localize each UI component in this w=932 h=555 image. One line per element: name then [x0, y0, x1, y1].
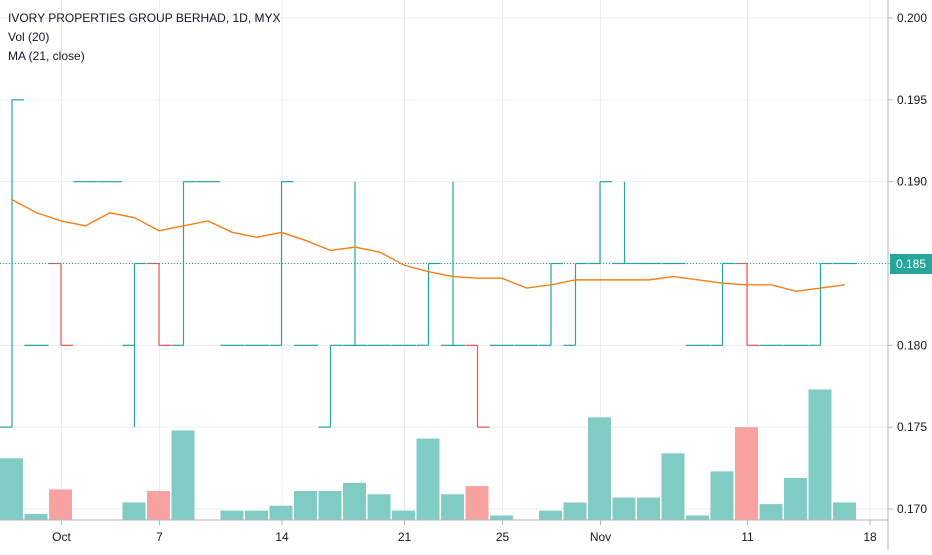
x-tick-label: 18	[863, 530, 877, 544]
volume-bar	[171, 430, 195, 520]
volume-bar	[686, 515, 709, 520]
volume-bar	[49, 489, 72, 520]
ma-line	[11, 199, 846, 293]
volume-bar	[833, 502, 856, 520]
x-tick-label: 11	[741, 530, 754, 544]
volume-bar	[759, 504, 783, 520]
chart-title[interactable]: IVORY PROPERTIES GROUP BERHAD, 1D, MYX	[8, 11, 281, 25]
y-tick-label: 0.170	[897, 502, 927, 516]
moving-average	[11, 199, 846, 293]
volume-bar	[637, 497, 660, 520]
x-tick-label: 25	[496, 530, 510, 544]
x-tick-label: Oct	[52, 530, 71, 544]
volume-bar	[490, 515, 513, 520]
volume-bar	[465, 486, 489, 520]
volume-bar	[269, 505, 293, 520]
volume-bar	[0, 458, 23, 520]
volume-bar	[245, 510, 268, 520]
volume-bar	[416, 438, 440, 520]
last-price-badge: 0.185	[890, 253, 932, 274]
volume-bar	[343, 482, 366, 520]
x-tick-label: Nov	[590, 530, 611, 544]
volume-bar	[661, 453, 685, 520]
y-tick-label: 0.175	[897, 420, 927, 434]
volume-bar	[612, 497, 636, 520]
y-tick-label: 0.195	[897, 93, 927, 107]
y-tick-label: 0.180	[897, 338, 927, 352]
volume-bar	[808, 389, 832, 520]
volume-bar	[784, 477, 807, 520]
chart-legend: IVORY PROPERTIES GROUP BERHAD, 1D, MYX V…	[8, 9, 281, 66]
volume-bar	[710, 471, 734, 520]
volume-bar	[588, 417, 611, 520]
volume-bar	[539, 510, 562, 520]
volume-bar	[220, 510, 244, 520]
x-tick-label: 21	[398, 530, 412, 544]
x-tick-label: 7	[156, 530, 163, 544]
volume-bars	[0, 389, 856, 520]
volume-bar	[122, 502, 146, 520]
x-tick-label: 14	[275, 530, 289, 544]
volume-indicator-label[interactable]: Vol (20)	[8, 30, 50, 44]
volume-bar	[735, 427, 758, 520]
volume-bar	[24, 513, 48, 520]
volume-bar	[367, 494, 391, 520]
ma-indicator-label[interactable]: MA (21, close)	[8, 49, 85, 63]
volume-bar	[441, 494, 464, 520]
y-tick-label: 0.190	[897, 175, 927, 189]
price-bars	[0, 99, 888, 428]
y-tick-label: 0.200	[897, 11, 927, 25]
volume-bar	[563, 502, 587, 520]
volume-bar	[318, 490, 342, 520]
volume-bar	[294, 490, 317, 520]
volume-bar	[392, 510, 415, 520]
volume-bar	[147, 490, 170, 520]
